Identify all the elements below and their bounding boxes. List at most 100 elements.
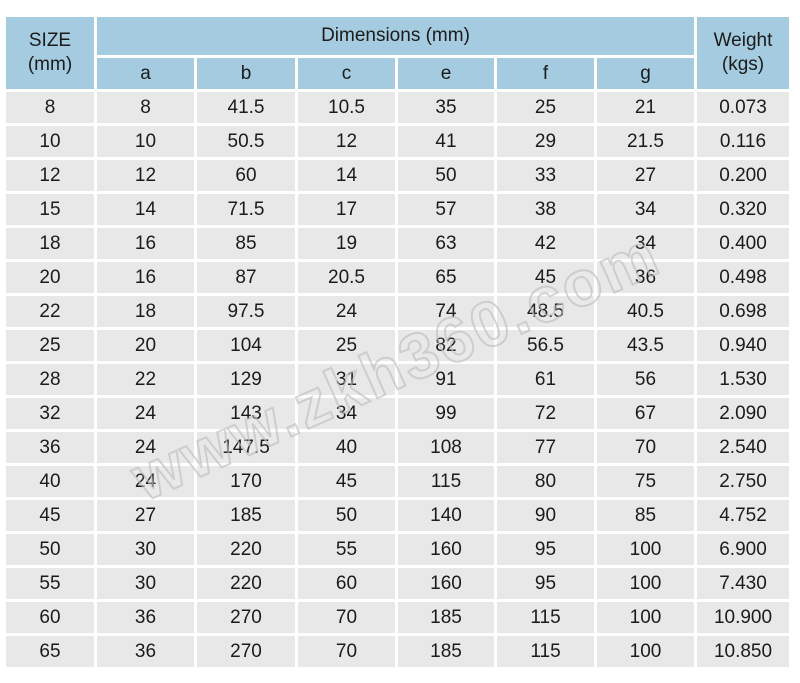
- dimension-cell: 29: [497, 126, 594, 157]
- size-cell: 15: [6, 194, 94, 225]
- size-cell: 8: [6, 92, 94, 123]
- weight-cell: 0.200: [697, 160, 789, 191]
- dimension-cell: 61: [497, 364, 594, 395]
- size-cell: 50: [6, 534, 94, 565]
- dimension-cell: 70: [597, 432, 694, 463]
- dimension-cell: 12: [97, 160, 194, 191]
- dimension-cell: 60: [197, 160, 295, 191]
- dimension-cell: 160: [398, 568, 494, 599]
- dimension-cell: 185: [398, 636, 494, 667]
- size-header: SIZE (mm): [6, 17, 94, 89]
- weight-cell: 0.073: [697, 92, 789, 123]
- table-body: 8 8 41.5 10.5 35 25 21 0.073 10 10 50.5 12 41 29 21.5 0…: [6, 92, 789, 667]
- dimension-cell: 31: [298, 364, 395, 395]
- weight-header-line2: (kgs): [721, 54, 765, 75]
- column-header-a: a: [97, 58, 194, 89]
- dimension-cell: 65: [398, 262, 494, 293]
- dimension-cell: 270: [197, 602, 295, 633]
- dimensions-table: SIZE (mm) Dimensions (mm) Weight (kgs) a…: [3, 14, 792, 670]
- weight-cell: 0.116: [697, 126, 789, 157]
- size-cell: 36: [6, 432, 94, 463]
- dimension-cell: 45: [497, 262, 594, 293]
- table-row: 12 12 60 14 50 33 27 0.200: [6, 160, 789, 191]
- dimension-cell: 71.5: [197, 194, 295, 225]
- dimension-cell: 34: [298, 398, 395, 429]
- dimension-cell: 56.5: [497, 330, 594, 361]
- dimension-cell: 170: [197, 466, 295, 497]
- dimension-cell: 14: [97, 194, 194, 225]
- dimension-cell: 77: [497, 432, 594, 463]
- dimension-cell: 220: [197, 568, 295, 599]
- dimension-cell: 14: [298, 160, 395, 191]
- weight-cell: 0.320: [697, 194, 789, 225]
- dimension-cell: 16: [97, 228, 194, 259]
- dimension-cell: 147.5: [197, 432, 295, 463]
- dimension-cell: 21.5: [597, 126, 694, 157]
- table-row: 36 24 147.5 40 108 77 70 2.540: [6, 432, 789, 463]
- size-cell: 28: [6, 364, 94, 395]
- weight-cell: 10.850: [697, 636, 789, 667]
- weight-cell: 0.698: [697, 296, 789, 327]
- size-cell: 22: [6, 296, 94, 327]
- table-row: 22 18 97.5 24 74 48.5 40.5 0.698: [6, 296, 789, 327]
- dimension-cell: 82: [398, 330, 494, 361]
- dimension-cell: 129: [197, 364, 295, 395]
- dimension-cell: 22: [97, 364, 194, 395]
- dimension-cell: 17: [298, 194, 395, 225]
- dimension-cell: 24: [97, 432, 194, 463]
- dimension-cell: 90: [497, 500, 594, 531]
- size-cell: 32: [6, 398, 94, 429]
- dimension-cell: 40.5: [597, 296, 694, 327]
- weight-cell: 0.940: [697, 330, 789, 361]
- dimension-cell: 115: [497, 636, 594, 667]
- table-row: 60 36 270 70 185 115 100 10.900: [6, 602, 789, 633]
- dimension-cell: 20: [97, 330, 194, 361]
- dimension-cell: 70: [298, 636, 395, 667]
- dimensions-header: Dimensions (mm): [97, 17, 694, 55]
- size-cell: 45: [6, 500, 94, 531]
- dimension-cell: 91: [398, 364, 494, 395]
- dimension-cell: 220: [197, 534, 295, 565]
- table-row: 65 36 270 70 185 115 100 10.850: [6, 636, 789, 667]
- weight-cell: 10.900: [697, 602, 789, 633]
- dimension-cell: 20.5: [298, 262, 395, 293]
- table-row: 20 16 87 20.5 65 45 36 0.498: [6, 262, 789, 293]
- dimension-cell: 74: [398, 296, 494, 327]
- dimension-cell: 185: [197, 500, 295, 531]
- dimension-cell: 57: [398, 194, 494, 225]
- dimension-cell: 10.5: [298, 92, 395, 123]
- dimension-cell: 12: [298, 126, 395, 157]
- dimension-cell: 8: [97, 92, 194, 123]
- table-row: 15 14 71.5 17 57 38 34 0.320: [6, 194, 789, 225]
- dimension-cell: 24: [97, 398, 194, 429]
- dimension-cell: 185: [398, 602, 494, 633]
- column-header-g: g: [597, 58, 694, 89]
- weight-cell: 1.530: [697, 364, 789, 395]
- weight-cell: 0.400: [697, 228, 789, 259]
- weight-cell: 2.090: [697, 398, 789, 429]
- dimension-cell: 41: [398, 126, 494, 157]
- dimension-cell: 25: [298, 330, 395, 361]
- dimension-cell: 72: [497, 398, 594, 429]
- dimension-cell: 85: [597, 500, 694, 531]
- dimension-cell: 60: [298, 568, 395, 599]
- dimension-cell: 36: [97, 602, 194, 633]
- dimension-cell: 34: [597, 228, 694, 259]
- dimension-cell: 99: [398, 398, 494, 429]
- weight-cell: 4.752: [697, 500, 789, 531]
- dimension-cell: 16: [97, 262, 194, 293]
- weight-cell: 7.430: [697, 568, 789, 599]
- dimension-cell: 270: [197, 636, 295, 667]
- table-row: 8 8 41.5 10.5 35 25 21 0.073: [6, 92, 789, 123]
- header-row-top: SIZE (mm) Dimensions (mm) Weight (kgs): [6, 17, 789, 89]
- header-row-sub: a b c e f g: [6, 58, 789, 89]
- dimension-cell: 18: [97, 296, 194, 327]
- dimension-cell: 42: [497, 228, 594, 259]
- dimension-cell: 33: [497, 160, 594, 191]
- dimension-cell: 27: [597, 160, 694, 191]
- size-cell: 65: [6, 636, 94, 667]
- size-cell: 18: [6, 228, 94, 259]
- dimension-cell: 160: [398, 534, 494, 565]
- dimension-cell: 108: [398, 432, 494, 463]
- dimension-cell: 55: [298, 534, 395, 565]
